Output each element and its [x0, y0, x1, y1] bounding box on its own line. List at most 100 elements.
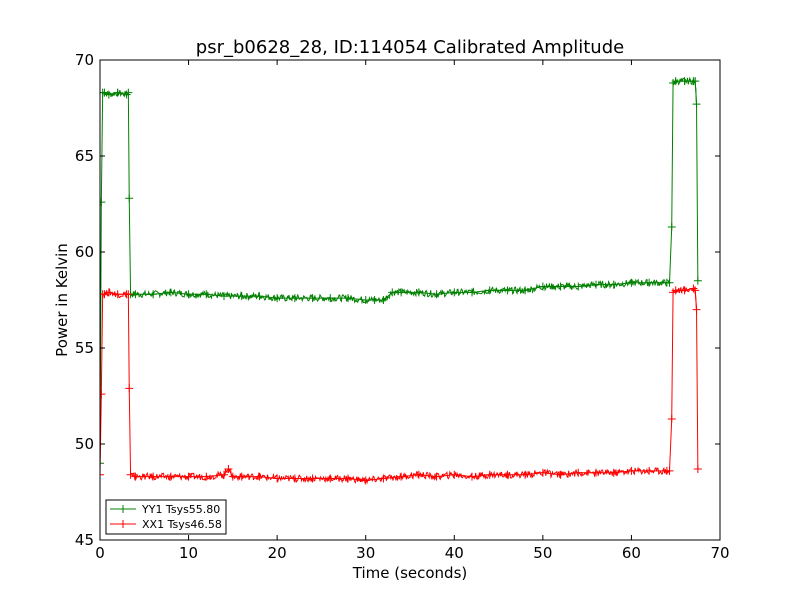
- data-point-marker: [100, 198, 106, 207]
- y-tick-label: 70: [75, 51, 94, 69]
- data-point-marker: [370, 296, 379, 304]
- legend-marker: [119, 520, 127, 528]
- data-point-marker: [290, 474, 299, 483]
- data-point-marker: [609, 280, 618, 289]
- data-point-marker: [100, 88, 109, 97]
- data-point-marker: [100, 290, 109, 299]
- data-point-marker: [693, 464, 702, 473]
- data-point-marker: [538, 468, 547, 477]
- data-point-marker: [255, 472, 264, 481]
- series-yy1: [100, 76, 702, 468]
- data-point-marker: [361, 296, 370, 304]
- legend-label: XX1 Tsys46.58: [142, 518, 222, 531]
- data-point-marker: [521, 470, 530, 479]
- data-point-marker: [224, 464, 233, 473]
- legend: YY1 Tsys55.80 XX1 Tsys46.58: [105, 499, 227, 535]
- data-point-marker: [667, 223, 676, 232]
- data-point-marker: [503, 286, 512, 295]
- data-point-marker: [126, 470, 135, 479]
- data-point-marker: [361, 476, 370, 485]
- data-point-marker: [468, 288, 476, 297]
- data-point-marker: [149, 290, 158, 299]
- data-point-marker: [131, 472, 140, 481]
- data-point-marker: [166, 288, 175, 297]
- x-axis-label: Time (seconds): [352, 564, 468, 582]
- series-layer: [100, 76, 702, 485]
- series-xx1: [100, 284, 702, 485]
- chart-title: psr_b0628_28, ID:114054 Calibrated Ampli…: [196, 37, 624, 58]
- series-line: [100, 80, 699, 464]
- y-tick-label: 50: [75, 435, 94, 453]
- series-noise-trace: [102, 76, 698, 305]
- x-tick-label: 20: [268, 544, 287, 562]
- x-tick-label: 40: [445, 544, 464, 562]
- data-point-marker: [627, 278, 636, 287]
- data-point-marker: [485, 470, 494, 479]
- y-axis-label: Power in Kelvin: [53, 243, 71, 357]
- data-point-marker: [273, 474, 282, 483]
- data-point-marker: [665, 466, 674, 475]
- data-point-marker: [124, 88, 133, 97]
- data-point-marker: [503, 470, 512, 479]
- data-point-marker: [308, 474, 317, 483]
- data-point-marker: [379, 296, 388, 304]
- data-point-marker: [609, 468, 618, 477]
- legend-label: YY1 Tsys55.80: [141, 503, 220, 516]
- data-point-marker: [113, 290, 122, 299]
- data-point-marker: [104, 288, 113, 297]
- y-tick-label: 45: [75, 531, 94, 549]
- data-point-marker: [184, 290, 193, 299]
- data-point-marker: [308, 294, 317, 303]
- data-point-marker: [574, 468, 583, 477]
- x-tick-label: 0: [95, 544, 105, 562]
- data-point-marker: [450, 470, 459, 479]
- data-point-marker: [691, 286, 700, 295]
- data-point-marker: [414, 288, 423, 297]
- data-point-marker: [237, 472, 246, 481]
- data-point-marker: [326, 294, 335, 303]
- data-point-marker: [166, 472, 175, 481]
- data-point-marker: [125, 384, 134, 393]
- data-point-marker: [665, 278, 674, 287]
- data-point-marker: [521, 286, 530, 295]
- x-tick-label: 60: [622, 544, 641, 562]
- data-point-marker: [124, 290, 133, 299]
- data-point-marker: [414, 470, 423, 479]
- plot-area-frame: [99, 59, 721, 541]
- x-tick-label: 70: [710, 544, 729, 562]
- data-point-marker: [538, 282, 547, 291]
- data-point-marker: [432, 290, 441, 299]
- legend-marker: [119, 505, 127, 513]
- series-line: [100, 287, 699, 481]
- series-noise-trace: [102, 285, 698, 485]
- data-point-marker: [680, 77, 689, 86]
- data-point-marker: [592, 468, 600, 477]
- data-point-marker: [397, 288, 406, 297]
- data-point-marker: [122, 90, 131, 99]
- data-point-marker: [627, 466, 636, 475]
- data-point-marker: [100, 390, 106, 399]
- data-point-marker: [104, 90, 113, 99]
- data-point-marker: [556, 470, 565, 479]
- data-point-marker: [290, 294, 299, 303]
- data-point-marker: [344, 474, 352, 483]
- data-point-marker: [693, 276, 702, 285]
- x-tick-label: 10: [179, 544, 198, 562]
- data-point-marker: [692, 305, 701, 314]
- data-point-marker: [397, 472, 406, 481]
- data-point-marker: [202, 472, 211, 481]
- data-point-marker: [691, 77, 700, 86]
- data-point-marker: [149, 472, 158, 481]
- data-point-marker: [255, 292, 264, 301]
- data-point-marker: [645, 466, 654, 475]
- data-point-marker: [680, 286, 689, 295]
- data-point-marker: [574, 282, 583, 291]
- data-point-marker: [100, 470, 104, 479]
- data-point-marker: [131, 290, 140, 299]
- data-point-marker: [344, 294, 352, 303]
- data-point-marker: [326, 474, 335, 483]
- x-tick-label: 30: [356, 544, 375, 562]
- data-point-marker: [273, 294, 282, 303]
